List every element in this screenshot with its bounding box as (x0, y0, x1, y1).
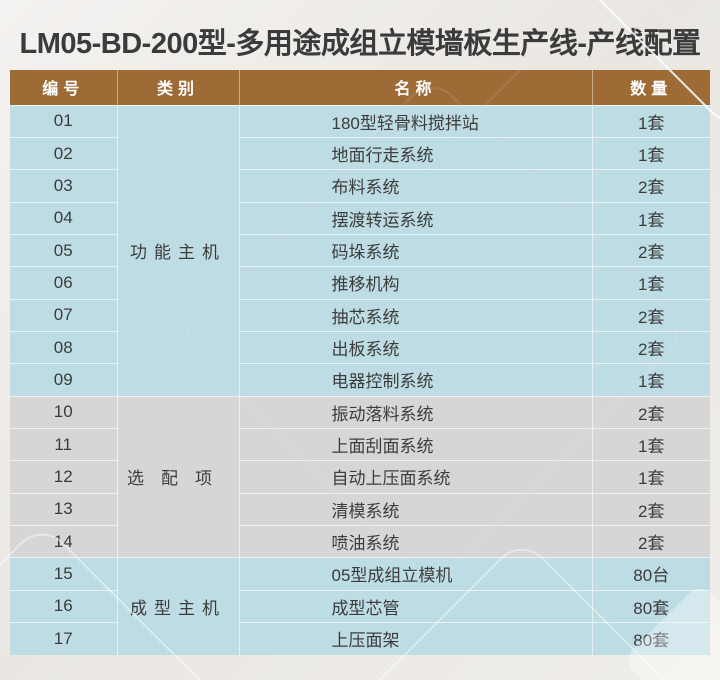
item-name: 上压面架 (238, 621, 592, 655)
item-quantity: 1套 (591, 427, 710, 461)
category-cell: 功能主机 (116, 104, 239, 397)
row-number: 13 (10, 492, 117, 526)
item-quantity: 2套 (591, 298, 710, 332)
table-row: 14 喷油系统 2套 (10, 524, 710, 558)
item-quantity: 2套 (591, 169, 710, 203)
item-quantity: 1套 (591, 104, 710, 138)
table-row: 06 推移机构 1套 (10, 266, 710, 300)
item-quantity: 2套 (591, 395, 710, 429)
table-row: 10 选配项 振动落料系统 2套 (10, 395, 710, 558)
row-number: 02 (10, 136, 117, 170)
item-quantity: 1套 (591, 266, 710, 300)
row-number: 07 (10, 298, 117, 332)
item-name: 振动落料系统 (238, 395, 592, 429)
item-quantity: 1套 (591, 460, 710, 494)
item-name: 自动上压面系统 (238, 460, 592, 494)
item-name: 05型成组立模机 (238, 557, 592, 591)
table-row: 08 出板系统 2套 (10, 330, 710, 364)
row-number: 06 (10, 266, 117, 300)
table-row: 03 布料系统 2套 (10, 169, 710, 203)
header-category: 类别 (116, 70, 239, 105)
item-name: 出板系统 (238, 330, 592, 364)
row-number: 12 (10, 460, 117, 494)
row-number: 05 (10, 233, 117, 267)
row-number: 03 (10, 169, 117, 203)
item-quantity: 80套 (591, 621, 710, 655)
row-number: 14 (10, 524, 117, 558)
row-number: 10 (10, 395, 117, 429)
item-quantity: 2套 (591, 330, 710, 364)
item-quantity: 2套 (591, 524, 710, 558)
item-name: 电器控制系统 (238, 363, 592, 397)
table-row: 17 上压面架 80套 (10, 621, 710, 655)
item-name: 成型芯管 (238, 589, 592, 623)
row-number: 08 (10, 330, 117, 364)
item-name: 摆渡转运系统 (238, 201, 592, 235)
item-name: 地面行走系统 (238, 136, 592, 170)
header-quantity: 数量 (591, 70, 710, 105)
table-row: 12 自动上压面系统 1套 (10, 460, 710, 494)
item-name: 码垛系统 (238, 233, 592, 267)
item-quantity: 1套 (591, 363, 710, 397)
item-name: 上面刮面系统 (238, 427, 592, 461)
row-number: 15 (10, 557, 117, 591)
item-name: 清模系统 (238, 492, 592, 526)
table-row: 02 地面行走系统 1套 (10, 136, 710, 170)
item-name: 抽芯系统 (238, 298, 592, 332)
table-row: 13 清模系统 2套 (10, 492, 710, 526)
table-row: 07 抽芯系统 2套 (10, 298, 710, 332)
table-row: 05 码垛系统 2套 (10, 233, 710, 267)
table-row: 11 上面刮面系统 1套 (10, 427, 710, 461)
item-name: 推移机构 (238, 266, 592, 300)
row-number: 09 (10, 363, 117, 397)
table-row: 16 成型芯管 80套 (10, 589, 710, 623)
item-quantity: 1套 (591, 136, 710, 170)
row-number: 01 (10, 104, 117, 138)
table-row: 15 成型主机 05型成组立模机 80台 (10, 557, 710, 655)
configuration-table: 编号 类别 名称 数量 01 功能主机 180型轻骨料搅拌站 1套 02 地面行… (10, 70, 710, 655)
item-name: 180型轻骨料搅拌站 (238, 104, 592, 138)
table-row: 09 电器控制系统 1套 (10, 363, 710, 397)
category-cell: 成型主机 (116, 557, 239, 655)
row-number: 04 (10, 201, 117, 235)
item-name: 布料系统 (238, 169, 592, 203)
header-number: 编号 (10, 70, 117, 105)
page-title: LM05-BD-200型-多用途成组立模墙板生产线-产线配置 (19, 28, 701, 60)
row-number: 16 (10, 589, 117, 623)
header-name: 名称 (238, 70, 592, 105)
item-quantity: 2套 (591, 233, 710, 267)
table-row: 04 摆渡转运系统 1套 (10, 201, 710, 235)
item-quantity: 2套 (591, 492, 710, 526)
table-header-row: 编号 类别 名称 数量 (10, 70, 710, 105)
table-row: 01 功能主机 180型轻骨料搅拌站 1套 (10, 104, 710, 397)
category-cell: 选配项 (116, 395, 239, 558)
item-name: 喷油系统 (238, 524, 592, 558)
item-quantity: 80套 (591, 589, 710, 623)
row-number: 17 (10, 621, 117, 655)
item-quantity: 1套 (591, 201, 710, 235)
item-quantity: 80台 (591, 557, 710, 591)
row-number: 11 (10, 427, 117, 461)
